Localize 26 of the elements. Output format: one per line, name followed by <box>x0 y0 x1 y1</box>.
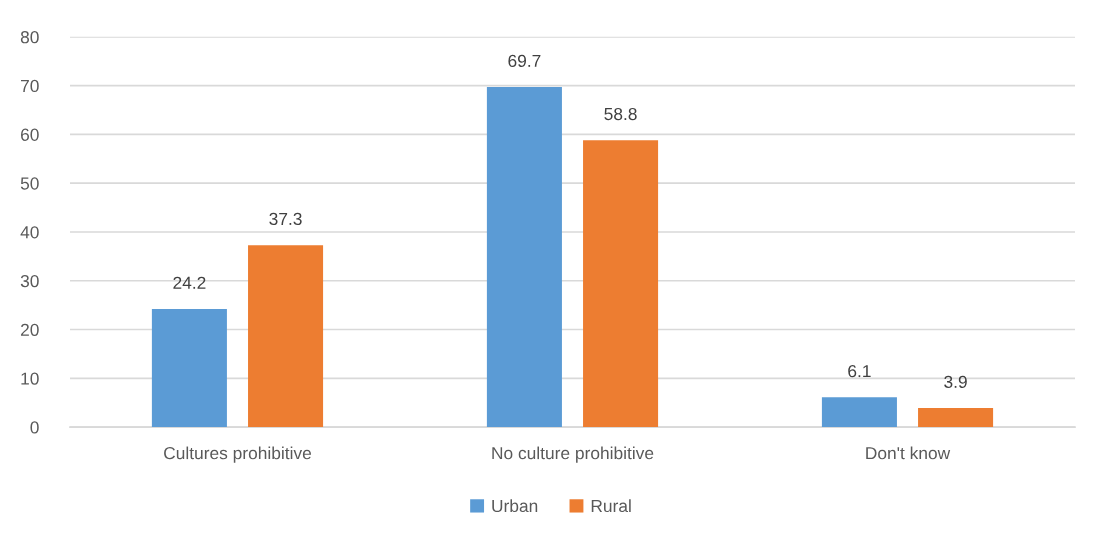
data-label: 3.9 <box>944 375 967 388</box>
bar <box>583 140 659 428</box>
bar <box>486 87 562 428</box>
bar <box>821 397 897 428</box>
y-tick-label: 30 <box>20 274 39 288</box>
data-label: 6.1 <box>848 364 871 378</box>
y-tick-label: 20 <box>20 323 39 336</box>
y-tick-label: 0 <box>30 421 39 434</box>
legend-label: Urban <box>492 499 538 513</box>
data-label: 69.7 <box>508 54 541 67</box>
x-tick-label: Cultures prohibitive <box>164 446 312 463</box>
y-tick-label: 80 <box>20 31 39 44</box>
bar <box>151 309 227 428</box>
x-tick-label: Don't know <box>866 446 951 460</box>
y-tick-label: 70 <box>21 79 39 93</box>
y-tick-label: 50 <box>20 177 39 190</box>
y-tick-label: 40 <box>20 226 39 239</box>
data-label: 37.3 <box>269 212 302 226</box>
legend-label: Rural <box>591 499 631 513</box>
bar <box>918 408 994 428</box>
x-tick-label: No culture prohibitive <box>492 446 654 463</box>
data-label: 24.2 <box>173 276 206 289</box>
data-label: 58.8 <box>604 107 637 121</box>
y-tick-label: 10 <box>21 372 39 385</box>
y-tick-label: 60 <box>20 128 39 141</box>
bar <box>248 245 324 428</box>
